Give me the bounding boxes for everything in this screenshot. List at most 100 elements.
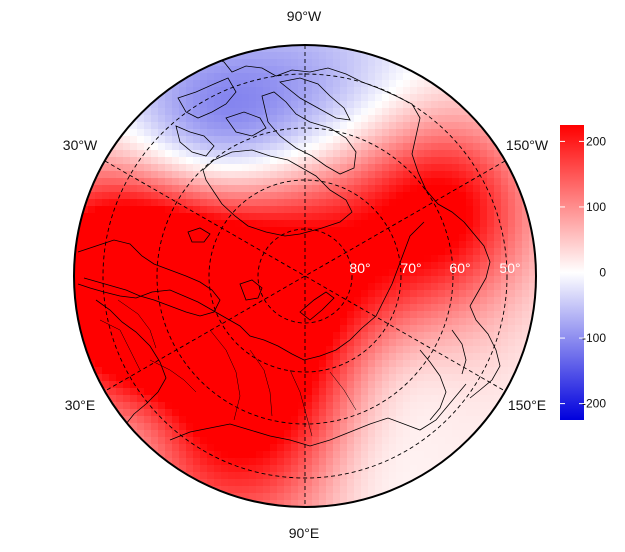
field-cell xyxy=(368,157,376,165)
field-cell xyxy=(459,206,467,214)
field-cell xyxy=(130,311,138,319)
field-cell xyxy=(347,318,355,326)
field-cell xyxy=(431,73,439,81)
field-cell xyxy=(284,150,292,158)
field-cell xyxy=(291,171,299,179)
field-cell xyxy=(347,465,355,473)
field-cell xyxy=(508,255,516,263)
field-cell xyxy=(473,213,481,221)
field-cell xyxy=(438,234,446,242)
field-cell xyxy=(375,360,383,368)
field-cell xyxy=(235,178,243,186)
field-cell xyxy=(200,325,208,333)
field-cell xyxy=(410,122,418,130)
field-cell xyxy=(249,318,257,326)
field-cell xyxy=(130,122,138,130)
field-cell xyxy=(487,276,495,284)
field-cell xyxy=(151,185,159,193)
field-cell xyxy=(291,87,299,95)
field-cell xyxy=(228,360,236,368)
field-cell xyxy=(333,255,341,263)
field-cell xyxy=(256,479,264,487)
field-cell xyxy=(522,227,530,235)
field-cell xyxy=(305,150,313,158)
field-cell xyxy=(361,500,369,507)
field-cell xyxy=(438,143,446,151)
field-cell xyxy=(354,465,362,473)
field-cell xyxy=(158,416,166,424)
field-cell xyxy=(95,157,103,165)
field-cell xyxy=(494,227,502,235)
field-cell xyxy=(354,115,362,123)
field-cell xyxy=(193,178,201,186)
field-cell xyxy=(368,353,376,361)
field-cell xyxy=(263,297,271,305)
field-cell xyxy=(340,416,348,424)
field-cell xyxy=(179,136,187,144)
field-cell xyxy=(228,276,236,284)
field-cell xyxy=(228,367,236,375)
field-cell xyxy=(158,297,166,305)
field-cell xyxy=(473,122,481,130)
field-cell xyxy=(333,143,341,151)
field-cell xyxy=(368,164,376,172)
field-cell xyxy=(228,381,236,389)
field-cell xyxy=(361,374,369,382)
field-cell xyxy=(221,241,229,249)
field-cell xyxy=(270,472,278,480)
field-cell xyxy=(228,206,236,214)
field-cell xyxy=(501,185,509,193)
field-cell xyxy=(81,325,89,333)
field-cell xyxy=(473,381,481,389)
field-cell xyxy=(319,388,327,396)
field-cell xyxy=(375,80,383,88)
field-cell xyxy=(389,367,397,375)
field-cell xyxy=(403,255,411,263)
field-cell xyxy=(473,367,481,375)
field-cell xyxy=(459,360,467,368)
field-cell xyxy=(354,472,362,480)
field-cell xyxy=(221,437,229,445)
field-cell xyxy=(235,290,243,298)
field-cell xyxy=(186,430,194,438)
field-cell xyxy=(277,276,285,284)
field-cell xyxy=(298,479,306,487)
field-cell xyxy=(256,297,264,305)
field-cell xyxy=(165,325,173,333)
field-cell xyxy=(235,500,243,507)
field-cell xyxy=(466,381,474,389)
field-cell xyxy=(466,101,474,109)
field-cell xyxy=(368,227,376,235)
field-cell xyxy=(235,241,243,249)
field-cell xyxy=(326,178,334,186)
field-cell xyxy=(382,304,390,312)
field-cell xyxy=(263,339,271,347)
field-cell xyxy=(186,318,194,326)
field-cell xyxy=(473,332,481,340)
field-cell xyxy=(347,374,355,382)
field-cell xyxy=(242,381,250,389)
field-cell xyxy=(389,290,397,298)
field-cell xyxy=(417,262,425,270)
field-cell xyxy=(214,367,222,375)
field-cell xyxy=(431,346,439,354)
field-cell xyxy=(340,486,348,494)
field-cell xyxy=(522,332,530,340)
field-cell xyxy=(137,241,145,249)
field-cell xyxy=(172,150,180,158)
field-cell xyxy=(424,423,432,431)
field-cell xyxy=(172,458,180,466)
field-cell xyxy=(179,80,187,88)
field-cell xyxy=(284,374,292,382)
field-cell xyxy=(179,367,187,375)
field-cell xyxy=(228,101,236,109)
field-cell xyxy=(431,367,439,375)
field-cell xyxy=(200,234,208,242)
field-cell xyxy=(459,255,467,263)
field-cell xyxy=(144,367,152,375)
field-cell xyxy=(123,416,131,424)
field-cell xyxy=(109,234,117,242)
field-cell xyxy=(235,388,243,396)
field-cell xyxy=(326,206,334,214)
